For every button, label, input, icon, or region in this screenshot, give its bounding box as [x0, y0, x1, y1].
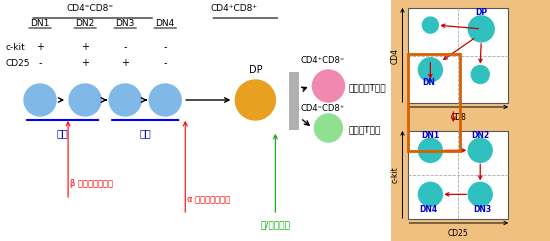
- Text: -: -: [123, 42, 127, 52]
- Text: CD4⁺CD8⁼: CD4⁺CD8⁼: [300, 56, 345, 65]
- Bar: [409, 131, 508, 219]
- Text: CD4: CD4: [391, 47, 400, 63]
- Text: ヘルパーT細胞: ヘルパーT細胞: [349, 83, 386, 93]
- Text: DN1: DN1: [421, 131, 439, 140]
- Circle shape: [149, 84, 182, 116]
- Text: CD25: CD25: [5, 59, 30, 67]
- Bar: [289, 72, 299, 130]
- Circle shape: [312, 70, 344, 102]
- Text: -: -: [163, 42, 167, 52]
- Circle shape: [468, 182, 492, 206]
- Text: +: +: [36, 42, 44, 52]
- Text: CD25: CD25: [448, 229, 469, 238]
- Text: DP: DP: [249, 65, 262, 75]
- Text: -: -: [39, 58, 42, 68]
- Text: c-kit: c-kit: [5, 42, 25, 52]
- Circle shape: [235, 80, 276, 120]
- Text: α 鎖遺伝子再構成: α 鎖遺伝子再構成: [187, 195, 230, 205]
- Circle shape: [24, 84, 56, 116]
- Circle shape: [69, 84, 101, 116]
- Text: CD4⁼CD8⁺: CD4⁼CD8⁺: [300, 104, 345, 113]
- Text: 正/負の選択: 正/負の選択: [260, 220, 290, 229]
- Text: +: +: [81, 42, 89, 52]
- Circle shape: [468, 16, 494, 42]
- Text: DN1: DN1: [30, 19, 50, 28]
- Text: c-kit: c-kit: [391, 167, 400, 183]
- Text: 増殖: 増殖: [139, 128, 151, 138]
- Bar: [409, 54, 460, 150]
- Circle shape: [315, 114, 343, 142]
- Bar: [409, 8, 508, 103]
- Text: DN: DN: [422, 78, 435, 87]
- Text: CD8: CD8: [450, 113, 466, 122]
- Text: キラーT細胞: キラーT細胞: [349, 126, 381, 134]
- Text: DN4: DN4: [419, 205, 437, 214]
- Circle shape: [422, 17, 438, 33]
- Text: DN2: DN2: [471, 131, 490, 140]
- Circle shape: [419, 182, 442, 206]
- Text: -: -: [163, 58, 167, 68]
- Circle shape: [419, 138, 442, 162]
- Circle shape: [471, 66, 489, 83]
- Text: DN3: DN3: [116, 19, 135, 28]
- Text: β 鎖遺伝子再構成: β 鎖遺伝子再構成: [70, 179, 113, 187]
- Circle shape: [468, 138, 492, 162]
- Circle shape: [109, 84, 141, 116]
- Text: +: +: [81, 58, 89, 68]
- Text: CD4⁺CD8⁺: CD4⁺CD8⁺: [210, 4, 257, 13]
- Text: DN4: DN4: [156, 19, 175, 28]
- Text: DN3: DN3: [473, 205, 491, 214]
- Circle shape: [419, 58, 442, 82]
- Text: DP: DP: [475, 8, 487, 17]
- Text: CD4⁼CD8⁼: CD4⁼CD8⁼: [67, 4, 114, 13]
- Text: +: +: [121, 58, 129, 68]
- Text: DN2: DN2: [75, 19, 95, 28]
- Text: 増殖: 増殖: [57, 128, 68, 138]
